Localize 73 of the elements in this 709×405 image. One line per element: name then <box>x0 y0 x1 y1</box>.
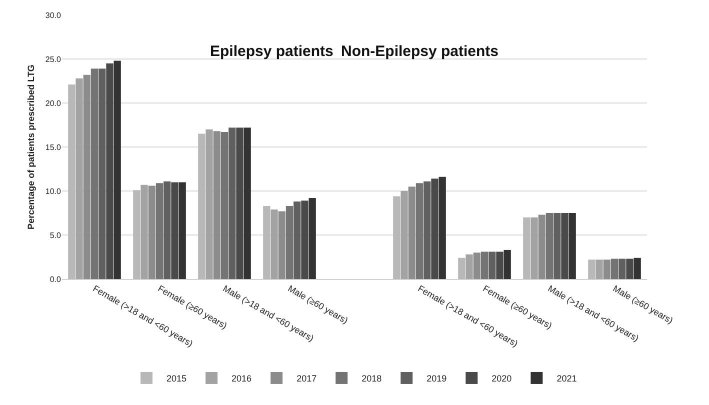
y-tick-label: 10.0 <box>45 186 62 196</box>
legend-label: 2017 <box>296 373 317 384</box>
bar <box>140 184 148 279</box>
bar <box>198 134 206 279</box>
bar <box>286 206 294 279</box>
bar <box>206 129 213 279</box>
bar <box>504 250 511 279</box>
bar <box>213 131 220 279</box>
y-tick-label: 5.0 <box>50 230 62 240</box>
legend-label: 2016 <box>232 373 252 384</box>
bar <box>83 74 90 279</box>
bar <box>90 68 98 279</box>
bar <box>596 260 603 279</box>
bar <box>236 128 244 279</box>
bar <box>626 258 634 279</box>
bar <box>98 68 106 279</box>
bar <box>634 258 641 279</box>
bar <box>133 190 140 279</box>
legend-label: 2021 <box>556 373 577 384</box>
bar <box>114 60 121 279</box>
bar <box>488 252 496 279</box>
bar <box>178 182 186 279</box>
bar <box>244 128 251 279</box>
legend-label: 2019 <box>426 373 447 384</box>
legend-label: 2015 <box>166 373 187 384</box>
legend-label: 2020 <box>492 373 512 384</box>
bar <box>393 196 400 279</box>
bar <box>603 260 610 279</box>
annotation: Epilepsy patients <box>210 43 334 60</box>
bar <box>148 186 156 279</box>
bar <box>530 217 538 279</box>
y-tick-label: 0.0 <box>50 274 62 284</box>
bar <box>496 252 504 279</box>
y-tick-label: 20.0 <box>45 98 62 108</box>
bar <box>301 200 308 279</box>
bar <box>294 202 301 279</box>
bar <box>438 176 446 279</box>
bar <box>228 128 236 279</box>
bar <box>424 181 431 279</box>
bar <box>263 206 270 279</box>
bar <box>156 183 164 279</box>
bar <box>538 214 546 279</box>
bar <box>408 186 416 279</box>
bar <box>618 258 626 279</box>
bar <box>278 211 286 279</box>
bar <box>164 181 171 279</box>
bar <box>431 178 438 279</box>
y-tick-label: 15.0 <box>45 142 62 152</box>
bar <box>610 258 618 279</box>
bar <box>76 78 83 279</box>
bar <box>561 213 568 279</box>
bar <box>171 182 178 279</box>
y-tick-label: 25.0 <box>45 54 62 64</box>
legend-label: 2018 <box>362 373 382 384</box>
bar <box>588 260 596 279</box>
annotation: Non-Epilepsy patients <box>341 43 499 60</box>
y-axis-title: Percentage of patients prescribed LTG <box>26 64 36 230</box>
y-tick-label: 30.0 <box>45 10 62 20</box>
bar <box>546 213 554 279</box>
bar <box>554 213 561 279</box>
bar <box>480 252 488 279</box>
bar <box>458 258 466 279</box>
bar <box>416 183 424 279</box>
bar <box>466 254 473 279</box>
bar <box>523 217 530 279</box>
bar <box>68 84 76 279</box>
bar <box>106 63 114 279</box>
bar <box>220 132 228 279</box>
bar <box>270 209 278 279</box>
bar <box>568 213 576 279</box>
bar <box>308 198 316 279</box>
bar <box>473 252 480 279</box>
bar <box>400 191 408 279</box>
